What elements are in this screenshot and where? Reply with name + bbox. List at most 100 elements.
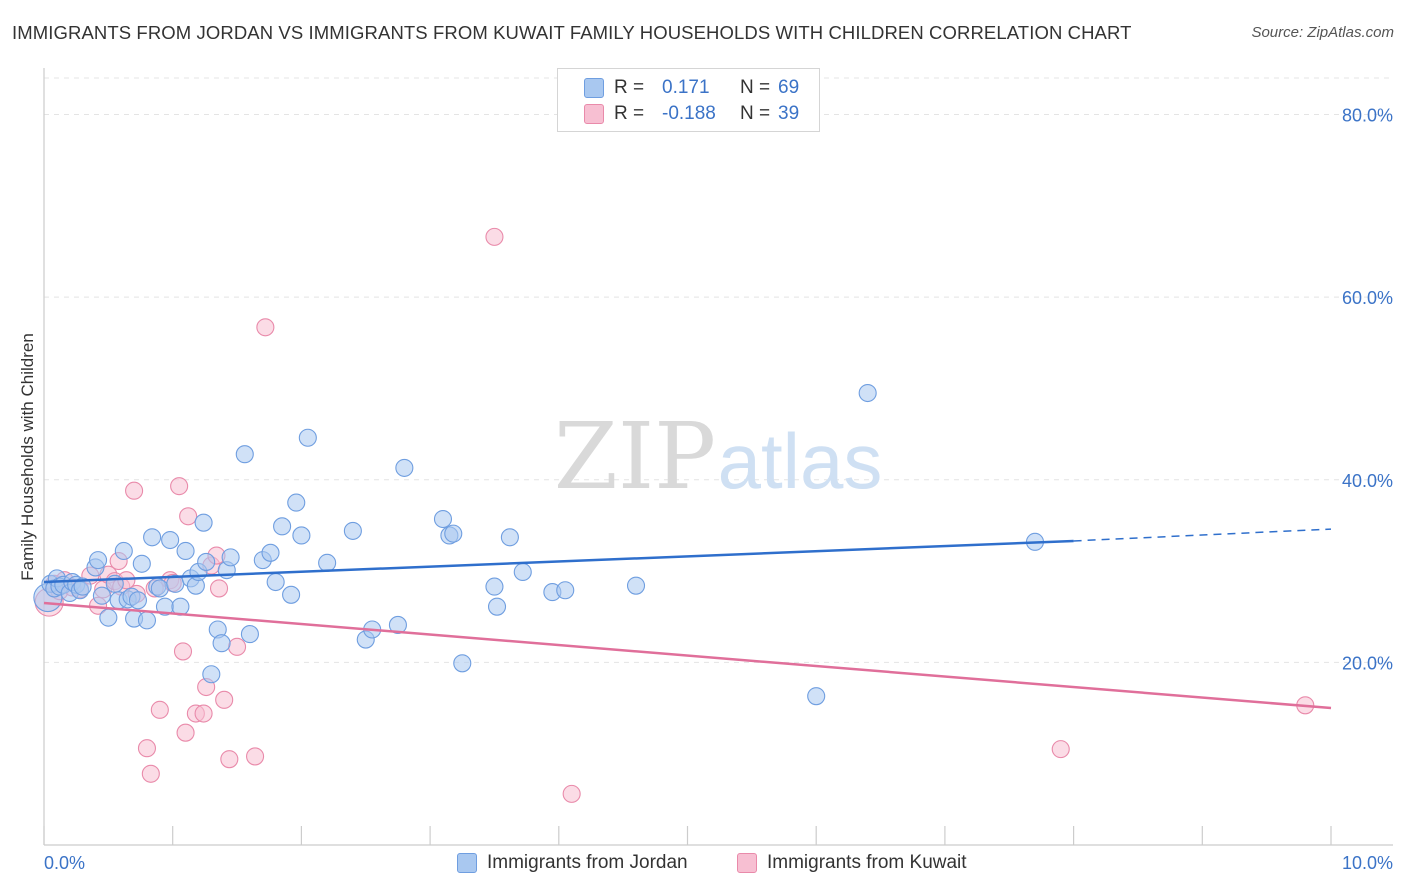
series-legend: Immigrants from Jordan Immigrants from K…: [0, 852, 1406, 876]
legend-label-jordan: Immigrants from Jordan: [487, 852, 688, 873]
n-label: N =: [740, 103, 771, 124]
jordan-point: [444, 524, 463, 543]
jordan-point: [318, 553, 337, 572]
r-label: R =: [614, 77, 645, 98]
x-tick-labels: 0.0% 10.0%: [44, 853, 1393, 873]
y-tick-label: 80.0%: [1342, 106, 1393, 126]
jordan-point: [487, 597, 507, 616]
jordan-point: [807, 687, 826, 706]
jordan-point: [240, 625, 259, 644]
jordan-point: [137, 611, 157, 630]
jordan-point: [212, 634, 231, 653]
jordan-point: [150, 579, 169, 598]
kuwait-point: [176, 723, 195, 742]
r-value: -0.188: [662, 103, 716, 124]
legend-swatch-kuwait: [584, 104, 604, 124]
jordan-point: [114, 541, 133, 561]
legend-label-kuwait: Immigrants from Kuwait: [767, 852, 967, 873]
chart-title: IMMIGRANTS FROM JORDAN VS IMMIGRANTS FRO…: [12, 22, 1132, 43]
jordan-point: [176, 541, 195, 561]
jordan-point: [556, 581, 575, 600]
n-value: 39: [778, 103, 800, 124]
kuwait-point: [150, 700, 169, 719]
kuwait-point: [137, 739, 157, 758]
jordan-point: [343, 521, 362, 540]
jordan-point: [202, 665, 221, 684]
kuwait-point: [215, 690, 234, 709]
jordan-point: [235, 445, 254, 464]
kuwait-point: [246, 747, 265, 766]
correlation-legend: R = 0.171 N = 69 R = -0.188 N = 39: [557, 68, 820, 132]
watermark-atlas: atlas: [718, 417, 883, 505]
kuwait-point: [562, 784, 581, 803]
source-label: Source: ZipAtlas.com: [1251, 24, 1394, 41]
y-tick-label: 40.0%: [1342, 471, 1393, 491]
r-value: 0.171: [662, 77, 710, 98]
legend-swatch-jordan: [457, 853, 477, 873]
n-value: 69: [778, 77, 800, 98]
jordan-point: [282, 585, 301, 604]
jordan-point: [89, 551, 108, 570]
kuwait-point: [141, 764, 160, 783]
jordan-point: [626, 576, 646, 595]
jordan-point: [128, 591, 148, 610]
y-tick-label: 60.0%: [1342, 288, 1393, 308]
kuwait-point: [256, 318, 275, 337]
x-tick-label-min: 0.0%: [44, 853, 85, 873]
jordan-trend-line: [43, 539, 1074, 584]
kuwait-point: [179, 507, 198, 526]
y-axis-label: Family Households with Children: [18, 333, 37, 581]
jordan-point: [194, 513, 213, 532]
jordan-point: [500, 528, 519, 547]
legend-row-kuwait: R = -0.188 N = 39: [584, 102, 799, 126]
r-label: R =: [614, 103, 645, 124]
jordan-point: [485, 577, 504, 596]
series-kuwait-points: [34, 227, 1315, 803]
jordan-point: [143, 528, 162, 547]
jordan-point: [273, 517, 292, 536]
jordan-point: [197, 552, 216, 571]
jordan-point: [161, 530, 180, 550]
jordan-point: [132, 554, 151, 573]
jordan-point: [453, 654, 472, 673]
kuwait-point: [209, 579, 229, 598]
n-label: N =: [740, 77, 771, 98]
kuwait-point: [485, 227, 504, 246]
kuwait-trend-line: [43, 601, 1332, 710]
kuwait-point: [228, 637, 247, 656]
jordan-point: [266, 572, 285, 592]
y-tick-label: 20.0%: [1342, 653, 1393, 673]
kuwait-point: [170, 477, 189, 496]
jordan-point: [261, 543, 280, 562]
jordan-point: [513, 562, 532, 582]
legend-row-jordan: R = 0.171 N = 69: [584, 76, 799, 100]
legend-swatch-kuwait: [737, 853, 757, 873]
jordan-point: [73, 577, 92, 596]
kuwait-point: [194, 704, 213, 723]
kuwait-point: [220, 750, 239, 769]
legend-swatch-jordan: [584, 78, 604, 98]
jordan-trend-extension: [1073, 528, 1332, 542]
jordan-point: [292, 526, 311, 545]
jordan-point: [388, 615, 407, 634]
jordan-point: [92, 586, 111, 605]
jordan-point: [433, 509, 453, 529]
axes: [43, 68, 1393, 846]
watermark-zip: ZIP: [554, 403, 716, 510]
trend-lines: [43, 528, 1332, 710]
legend-item-jordan[interactable]: Immigrants from Jordan: [457, 852, 688, 874]
jordan-point: [221, 548, 240, 567]
x-tick-label-max: 10.0%: [1342, 853, 1393, 873]
kuwait-point: [173, 642, 193, 661]
jordan-point: [287, 493, 306, 512]
jordan-point: [858, 383, 877, 403]
watermark: ZIP atlas: [554, 403, 882, 510]
jordan-point: [395, 458, 414, 477]
kuwait-point: [1051, 740, 1070, 759]
jordan-point: [298, 428, 317, 447]
legend-item-kuwait[interactable]: Immigrants from Kuwait: [737, 852, 967, 874]
jordan-point: [99, 608, 118, 627]
kuwait-point: [125, 481, 144, 500]
y-tick-labels: 20.0% 40.0% 60.0% 80.0%: [1342, 106, 1393, 674]
